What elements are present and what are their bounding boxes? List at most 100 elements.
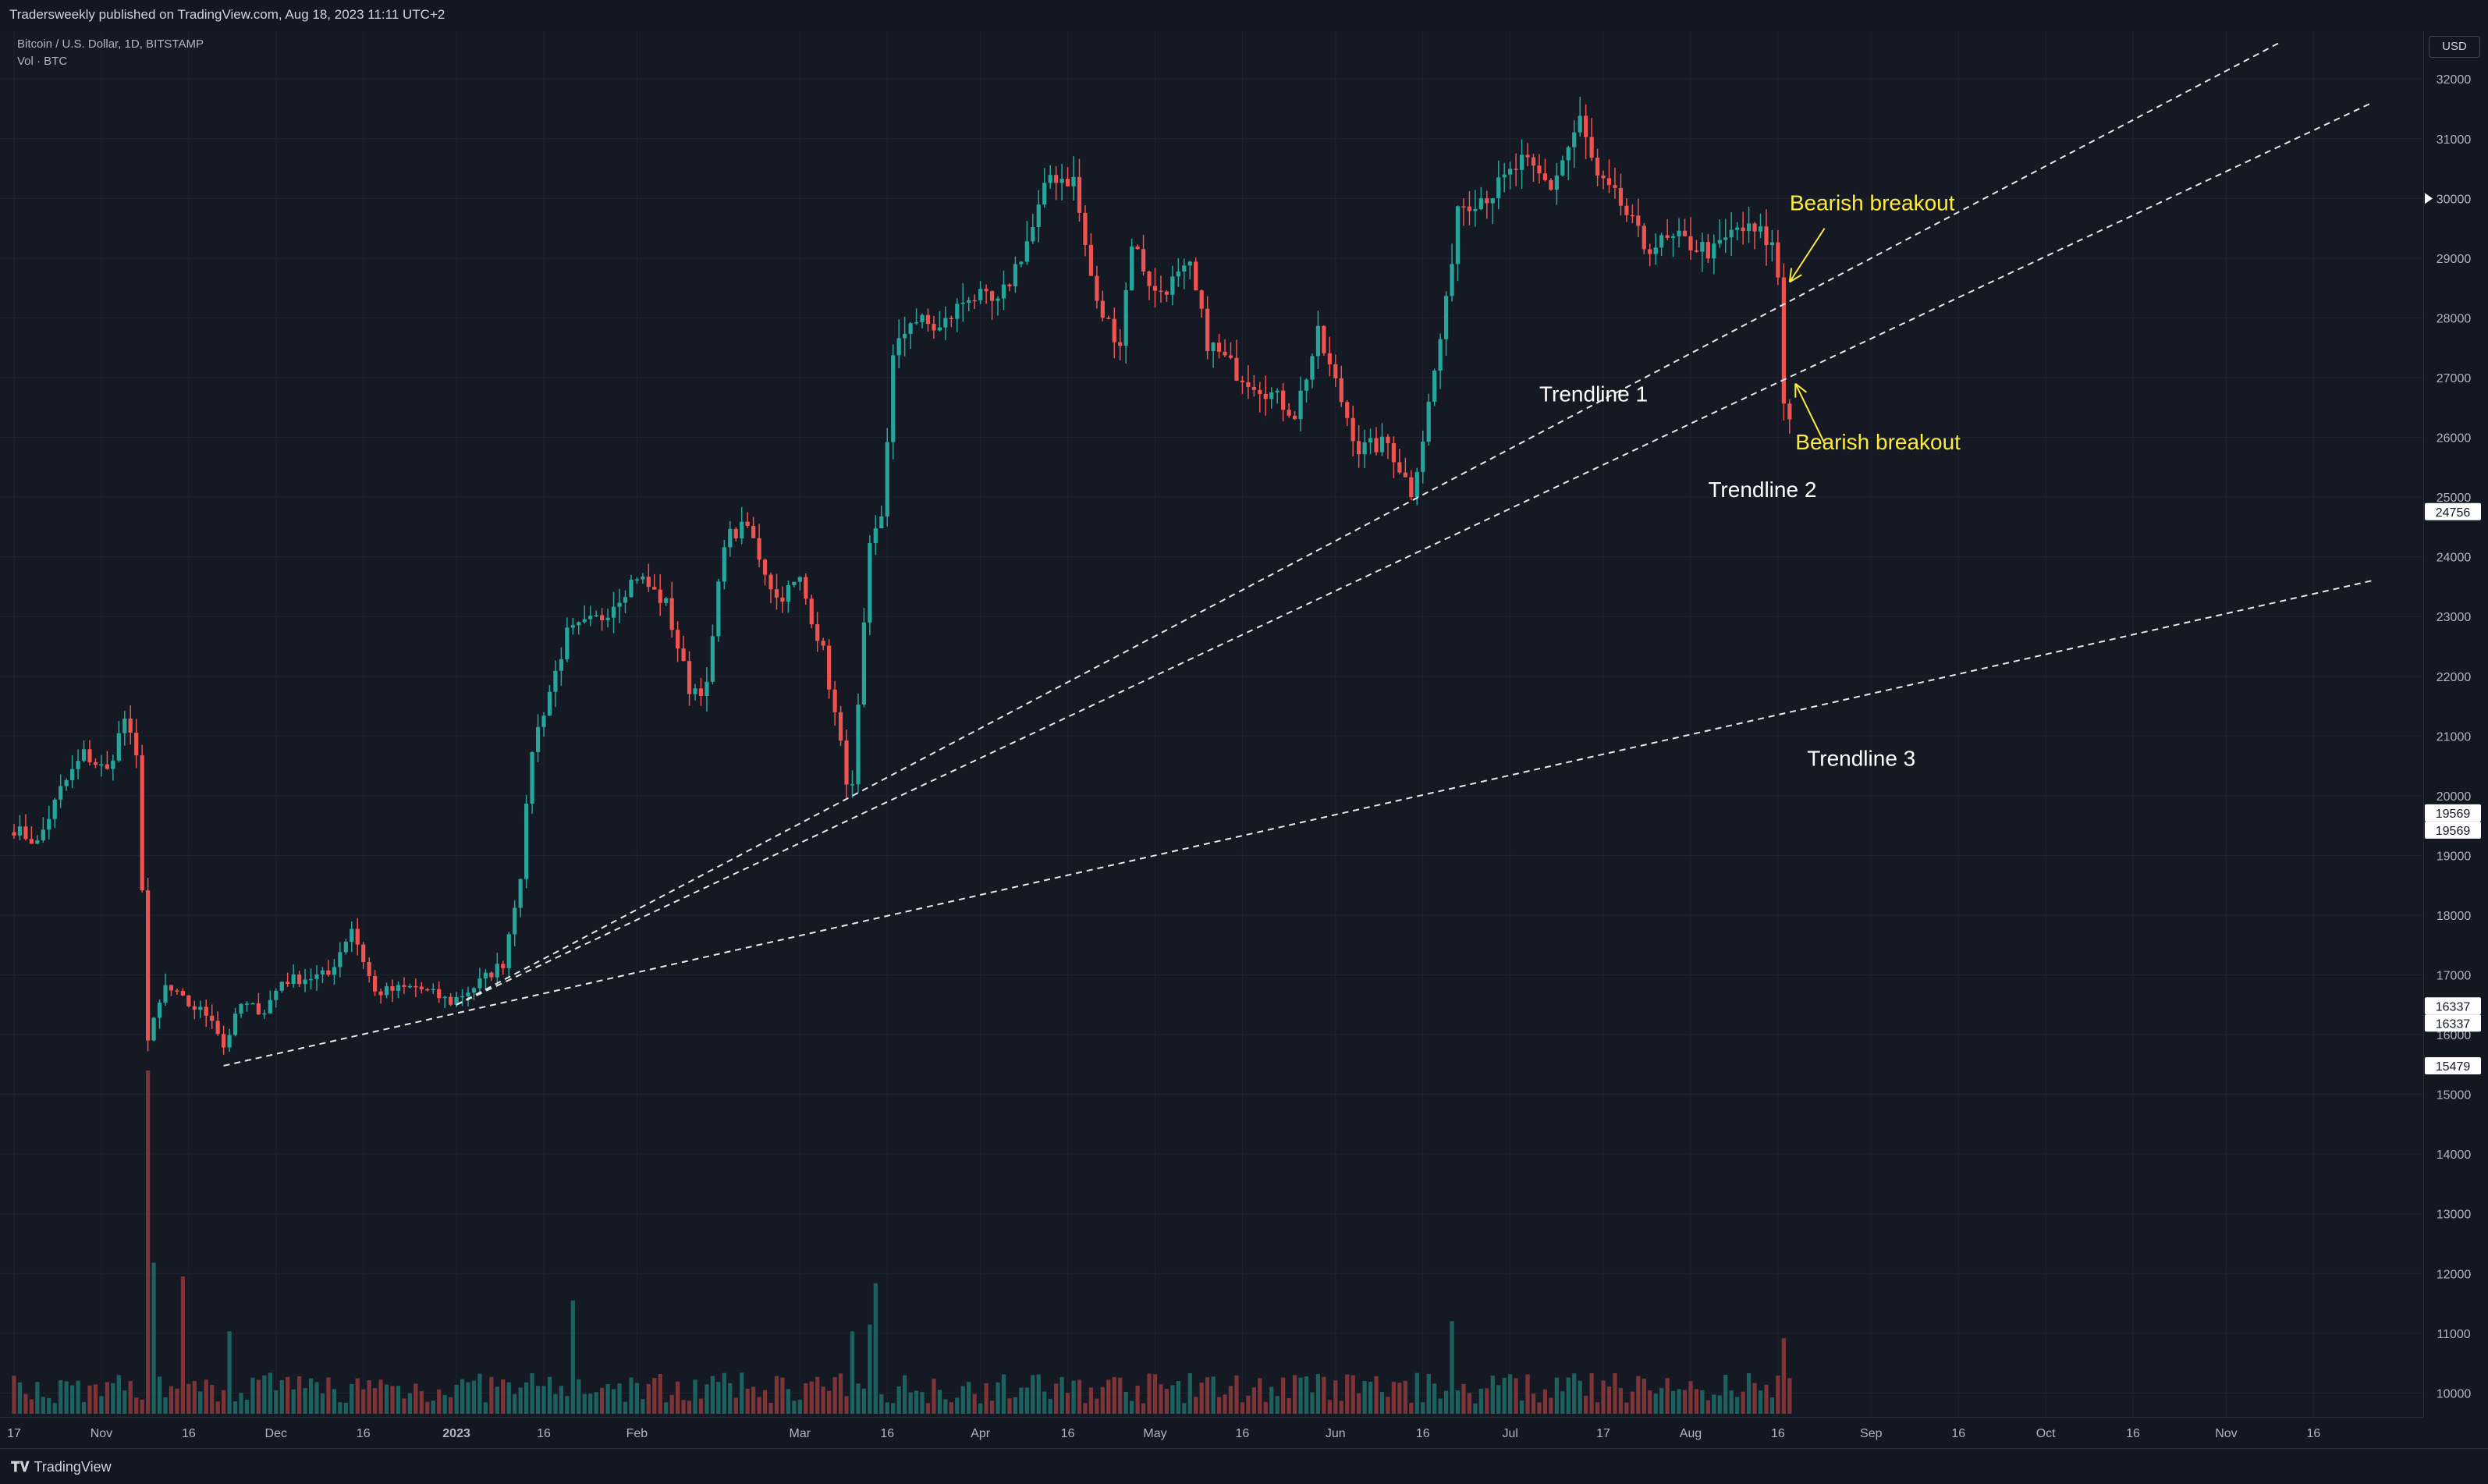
volume-bar — [519, 1387, 523, 1414]
volume-bar — [751, 1386, 755, 1414]
candle-body — [827, 646, 831, 690]
price-label-text: 16337 — [2436, 1000, 2471, 1014]
volume-bar — [996, 1383, 999, 1414]
candle-body — [1450, 264, 1453, 296]
candle-body — [1578, 115, 1582, 132]
volume-bar — [1031, 1375, 1035, 1414]
volume-bar — [617, 1383, 621, 1414]
candle-body — [140, 755, 144, 890]
candle-body — [1293, 416, 1297, 419]
chart-legend: Bitcoin / U.S. Dollar, 1D, BITSTAMP Vol … — [17, 36, 204, 70]
candle-body — [186, 996, 190, 1006]
volume-bar — [914, 1390, 918, 1414]
volume-bar — [1002, 1375, 1006, 1414]
volume-bar — [705, 1384, 708, 1414]
volume-bar — [134, 1397, 138, 1414]
candle-body — [111, 761, 115, 769]
candle-body — [41, 829, 45, 840]
candle-body — [1432, 371, 1436, 402]
volume-bar — [559, 1386, 563, 1414]
candle-body — [1624, 206, 1628, 215]
volume-bar — [938, 1390, 942, 1414]
candle-body — [1234, 358, 1238, 381]
volume-bar — [1677, 1389, 1681, 1414]
volume-bar — [1432, 1383, 1436, 1414]
candle-body — [1531, 158, 1535, 166]
candle-body — [1276, 391, 1279, 392]
volume-bar — [1555, 1378, 1559, 1414]
candle-body — [1759, 226, 1762, 231]
volume-bar — [1252, 1387, 1256, 1414]
volume-bar — [1666, 1378, 1670, 1414]
price-tick-label: 21000 — [2437, 730, 2472, 744]
volume-bar — [1386, 1397, 1390, 1414]
candle-body — [408, 986, 412, 988]
volume-bar — [1328, 1400, 1332, 1414]
candle-body — [1200, 290, 1204, 309]
volume-bar — [1095, 1399, 1098, 1414]
candle-body — [1159, 291, 1162, 293]
candle-body — [1619, 188, 1623, 206]
candle-body — [105, 765, 109, 769]
volume-bar — [1363, 1381, 1367, 1414]
volume-bar — [949, 1402, 953, 1414]
volume-bar — [262, 1376, 266, 1414]
currency-button[interactable]: USD — [2429, 36, 2480, 58]
volume-bar — [94, 1384, 98, 1414]
candle-body — [641, 577, 644, 579]
volume-bar — [1636, 1376, 1640, 1414]
time-tick-label: Mar — [790, 1427, 811, 1440]
candle-body — [321, 971, 325, 975]
volume-bar — [1246, 1396, 1250, 1414]
candle-body — [1246, 382, 1250, 387]
volume-bar — [1520, 1401, 1524, 1414]
volume-bar — [541, 1386, 545, 1414]
candle-body — [420, 987, 424, 989]
volume-bar — [408, 1393, 412, 1414]
candle-body — [437, 989, 441, 999]
volume-bar — [274, 1390, 278, 1414]
volume-bar — [1508, 1374, 1512, 1414]
volume-bar — [1013, 1397, 1017, 1414]
candle-body — [146, 890, 150, 1040]
candle-body — [466, 992, 470, 996]
candle-body — [693, 688, 697, 694]
volume-bar — [204, 1379, 208, 1414]
candle-body — [996, 298, 999, 300]
candle-body — [768, 575, 772, 590]
volume-bar — [1374, 1376, 1378, 1414]
candle-body — [303, 979, 307, 984]
candle-body — [477, 978, 481, 988]
volume-bar — [635, 1383, 639, 1414]
volume-bar — [1037, 1375, 1041, 1414]
candle-body — [35, 840, 39, 843]
price-tick-label: 31000 — [2437, 133, 2472, 147]
candle-body — [1025, 241, 1029, 261]
volume-bar — [961, 1386, 965, 1414]
volume-bar — [1136, 1386, 1140, 1414]
volume-bar — [990, 1401, 994, 1414]
candle-body — [519, 879, 523, 908]
volume-bar — [1188, 1373, 1192, 1414]
candle-body — [571, 625, 575, 627]
volume-bar — [1276, 1396, 1279, 1414]
volume-bar — [18, 1383, 22, 1414]
price-tick-label: 29000 — [2437, 253, 2472, 266]
price-marker — [2425, 193, 2433, 204]
volume-bar — [1049, 1399, 1052, 1414]
candle-body — [1560, 160, 1564, 175]
volume-bar — [431, 1401, 435, 1414]
volume-bar — [30, 1400, 34, 1414]
candle-body — [1741, 228, 1745, 231]
volume-bar — [163, 1397, 167, 1414]
volume-bar — [1200, 1383, 1204, 1414]
candle-body — [1700, 242, 1704, 251]
candle-body — [1264, 394, 1268, 399]
volume-bar — [530, 1373, 534, 1414]
candle-body — [1514, 169, 1518, 170]
volume-bar — [1654, 1393, 1658, 1414]
volume-bar — [449, 1397, 453, 1414]
candle-body — [1712, 243, 1716, 258]
volume-bar — [175, 1389, 179, 1414]
